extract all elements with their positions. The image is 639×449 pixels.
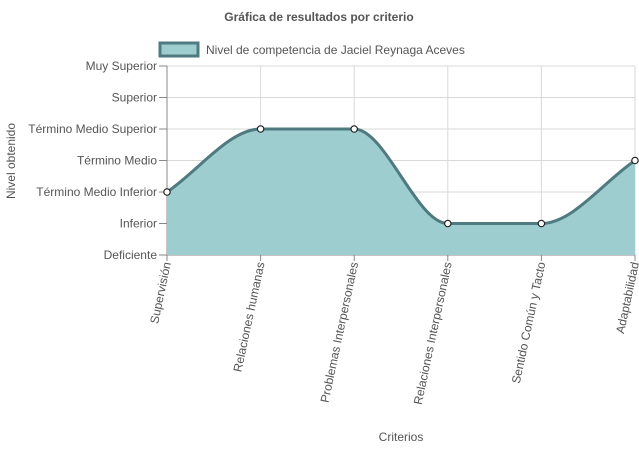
x-axis-title: Criterios: [379, 430, 424, 444]
y-tick-label: Término Medio Inferior: [36, 185, 157, 199]
x-tick-label: Sentido Común y Tacto: [509, 260, 549, 384]
y-tick-label: Inferior: [120, 217, 157, 231]
y-tick-label: Muy Superior: [86, 59, 157, 73]
x-tick-label: Adaptabilidad: [613, 261, 639, 335]
series-area: [166, 127, 636, 255]
x-axis-ticks: Supervisión Relaciones humanas Problemas I…: [147, 260, 639, 405]
data-point[interactable]: [163, 188, 171, 196]
y-tick-label: Término Medio: [77, 154, 157, 168]
data-point[interactable]: [350, 125, 359, 133]
y-axis-title: Nivel obtenido: [4, 123, 18, 199]
data-point[interactable]: [443, 219, 452, 228]
y-tick-label: Superior: [112, 91, 157, 105]
x-tick-label: Supervisión: [147, 261, 174, 325]
legend-label: Nivel de competencia de Jaciel Reynaga A…: [206, 43, 465, 57]
x-tick-label: Relaciones humanas: [231, 261, 268, 374]
y-tick-label: Término Medio Superior: [28, 122, 157, 136]
series-points: [163, 125, 639, 228]
data-point[interactable]: [631, 156, 639, 165]
data-point[interactable]: [256, 125, 265, 133]
x-tick-label: Relaciones Interpersonales: [411, 261, 455, 406]
data-point[interactable]: [537, 219, 546, 228]
y-axis-ticks: Deficiente Inferior Término Medio Inferior…: [28, 59, 157, 262]
x-tick-label: Problemas Interpersonales: [318, 261, 362, 404]
series-line: [166, 127, 636, 226]
chart-title: Gráfica de resultados por criterio: [224, 10, 413, 24]
y-tick-label: Deficiente: [104, 248, 158, 262]
legend-swatch: [158, 41, 200, 58]
legend[interactable]: Nivel de competencia de Jaciel Reynaga A…: [158, 41, 465, 58]
